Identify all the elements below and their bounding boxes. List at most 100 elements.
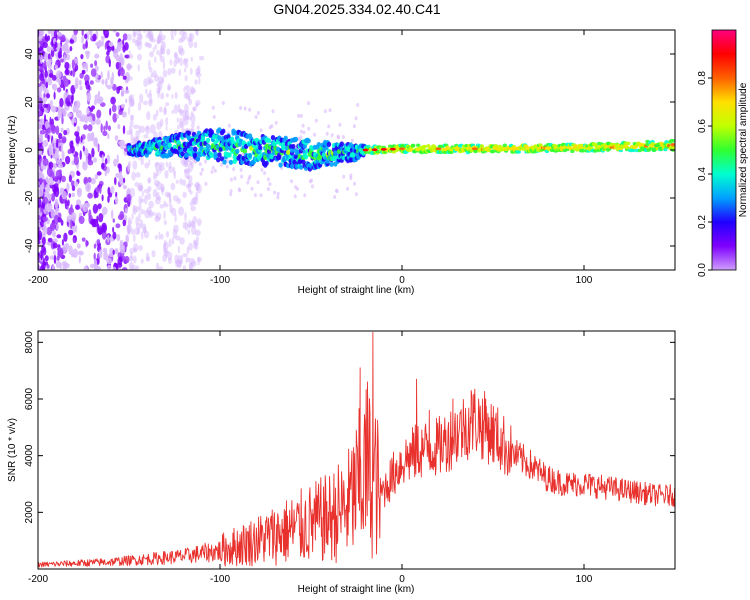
snr-series-line bbox=[38, 331, 675, 568]
spectrogram-cell bbox=[60, 58, 65, 63]
colorbar-label: Normalized spectral amplitude bbox=[738, 82, 749, 217]
spectrogram-cell bbox=[82, 161, 88, 171]
spectrogram-cell bbox=[110, 45, 115, 51]
spectrogram-cell bbox=[38, 110, 43, 116]
spectrogram-cell bbox=[66, 182, 70, 192]
snr-xtick-label: 100 bbox=[576, 574, 593, 585]
spectrogram-cell bbox=[307, 126, 311, 131]
spectrogram-cell bbox=[107, 125, 111, 131]
spectrogram-cell bbox=[71, 94, 74, 104]
spectrogram-cell bbox=[163, 107, 167, 115]
spectrogram-cell bbox=[221, 101, 225, 105]
spectrogram-cell bbox=[346, 186, 349, 191]
spectrogram-cell bbox=[101, 194, 104, 202]
spectrogram-cell bbox=[189, 146, 194, 152]
spectrogram-cell bbox=[195, 156, 200, 162]
spectrogram-cell bbox=[64, 61, 70, 70]
spectrogram-cell bbox=[56, 255, 60, 261]
spectrogram-cell bbox=[119, 239, 124, 249]
spectrogram-ytick-label: 0 bbox=[24, 147, 35, 153]
spectrogram-cell bbox=[68, 193, 72, 198]
spectrogram-cell bbox=[162, 60, 166, 70]
spectrogram-cell bbox=[342, 174, 346, 179]
spectrogram-cell bbox=[350, 138, 354, 143]
spectrogram-cell bbox=[89, 80, 94, 85]
spectrogram-cell bbox=[209, 152, 214, 158]
spectrogram-cell bbox=[177, 245, 180, 254]
spectrogram-cell bbox=[153, 179, 160, 187]
spectrogram-cell bbox=[80, 54, 84, 60]
spectrogram-cell bbox=[143, 78, 149, 88]
spectrogram-cell bbox=[91, 131, 95, 141]
spectrogram-cell bbox=[142, 100, 148, 106]
spectrogram-cell bbox=[164, 170, 169, 179]
spectrogram-cell bbox=[118, 140, 123, 145]
spectrogram-cell bbox=[87, 124, 93, 132]
spectrogram-cell bbox=[54, 64, 59, 70]
spectrogram-cell bbox=[130, 53, 134, 60]
spectrogram-cell bbox=[239, 105, 243, 110]
spectrogram-cell bbox=[176, 198, 182, 204]
spectrogram-cell bbox=[339, 141, 344, 147]
spectrogram-cell bbox=[154, 234, 158, 240]
colorbar-axes: 0.0 0.2 0.4 0.6 0.8 bbox=[697, 71, 712, 277]
spectrogram-cell bbox=[626, 141, 631, 146]
spectrogram-cell bbox=[38, 207, 41, 215]
spectrogram-cell bbox=[85, 80, 90, 90]
spectrogram-cell bbox=[128, 255, 134, 262]
spectrogram-cell bbox=[220, 162, 224, 167]
spectrogram-cell bbox=[127, 187, 131, 196]
spectrogram-cell bbox=[248, 174, 252, 179]
spectrogram-cell bbox=[160, 41, 165, 51]
spectrogram-cell bbox=[173, 104, 178, 115]
spectrogram-cell bbox=[149, 51, 154, 58]
spectrogram-cell bbox=[246, 180, 250, 185]
spectrogram-cell bbox=[98, 213, 104, 223]
spectrogram-cell bbox=[193, 146, 198, 152]
spectrogram-cell bbox=[63, 78, 70, 87]
spectrogram-cell bbox=[94, 53, 100, 59]
spectrogram-cell bbox=[173, 170, 176, 180]
spectrogram-cell bbox=[68, 245, 73, 255]
spectrogram-cell bbox=[54, 198, 59, 209]
spectrogram-cell bbox=[184, 110, 190, 120]
spectrogram-hotspot bbox=[544, 146, 551, 150]
spectrogram-cell bbox=[66, 101, 71, 107]
spectrogram-cell bbox=[158, 84, 161, 93]
spectrogram-cell bbox=[38, 135, 43, 144]
spectrogram-cell bbox=[229, 192, 233, 197]
spectrogram-cell bbox=[59, 262, 62, 270]
spectrogram-cell bbox=[57, 248, 64, 257]
spectrogram-cell bbox=[250, 186, 254, 191]
spectrogram-cell bbox=[90, 68, 97, 77]
spectrogram-cell bbox=[137, 64, 140, 72]
spectrogram-cell bbox=[192, 107, 196, 112]
spectrogram-cell bbox=[99, 150, 104, 155]
spectrogram-cell bbox=[95, 118, 101, 125]
spectrogram-cell bbox=[196, 183, 202, 194]
spectrogram-cell bbox=[70, 219, 73, 230]
spectrogram-cell bbox=[69, 140, 74, 148]
snr-frame bbox=[37, 330, 676, 570]
spectrogram-cell bbox=[199, 55, 205, 61]
spectrogram-cell bbox=[159, 204, 165, 209]
spectrogram-cell bbox=[283, 135, 288, 141]
spectrogram-cell bbox=[165, 117, 169, 126]
spectrogram-cell bbox=[336, 134, 340, 139]
spectrogram-cell bbox=[188, 242, 193, 251]
spectrogram-cell bbox=[341, 135, 345, 139]
spectrogram-cell bbox=[67, 94, 72, 101]
spectrogram-cell bbox=[70, 70, 73, 76]
spectrogram-cell bbox=[103, 30, 110, 38]
spectrogram-cell bbox=[78, 215, 85, 225]
spectrogram-cell bbox=[143, 30, 146, 33]
spectrogram-cell bbox=[75, 224, 78, 233]
spectrogram-cell bbox=[107, 133, 110, 140]
spectrogram-cell bbox=[150, 72, 154, 78]
spectrogram-cell bbox=[52, 230, 56, 238]
spectrogram-cell bbox=[672, 146, 675, 150]
spectrogram-cell bbox=[154, 173, 158, 179]
spectrogram-cell bbox=[66, 205, 69, 210]
spectrogram-cell bbox=[175, 179, 179, 184]
spectrogram-cell bbox=[190, 56, 193, 62]
